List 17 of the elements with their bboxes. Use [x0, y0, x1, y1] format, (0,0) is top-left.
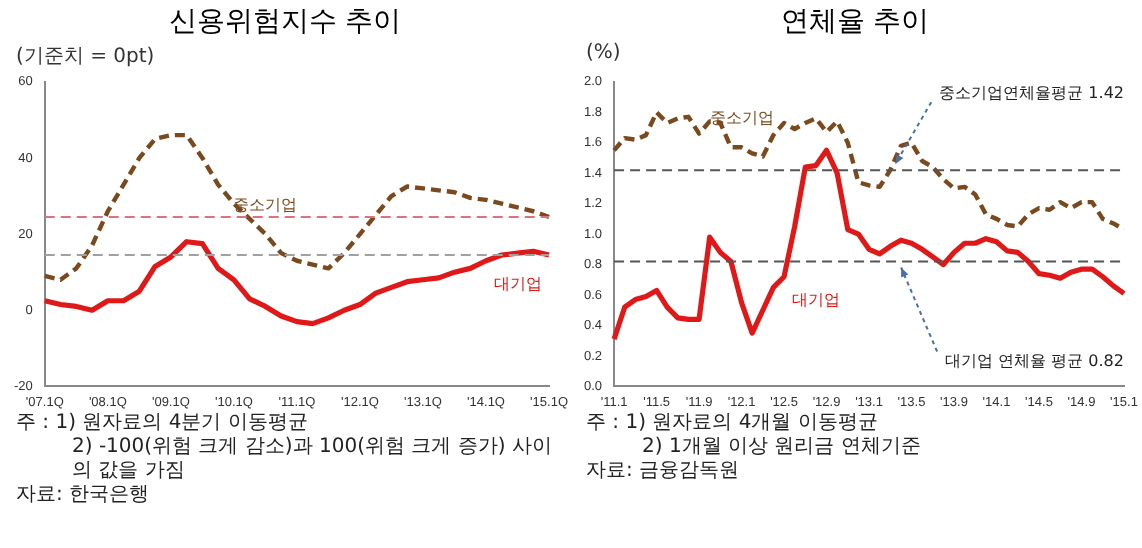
text: 자료: 금융감독원 — [586, 460, 742, 484]
ref-line-label: 대기업 연체율 평균 0.82 — [945, 351, 1124, 370]
text: 주 : 1) 원자료의 4개월 이동평균 — [586, 412, 880, 436]
series-label: 대기업 — [494, 274, 543, 293]
text: 2) 1개월 이상 원리금 연체기준 — [640, 436, 923, 460]
line-series — [611, 110, 1127, 232]
y-axis-title: (%) — [584, 42, 623, 68]
series-label: 중소기업 — [709, 109, 774, 128]
text: 주 : 1) 원자료의 4분기 이동평균 — [16, 412, 310, 436]
series-label: 대기업 — [792, 290, 841, 309]
y-axis-title: (기준치 = 0pt) — [14, 44, 157, 68]
text: 자료: 한국은행 — [16, 484, 152, 508]
series-label: 중소기업 — [233, 196, 298, 215]
chart-title: 연체율 추이 — [778, 4, 932, 42]
text: 2) -100(위험 크게 감소)과 100(위험 크게 증가) 사이의 값을 가짐 — [70, 436, 554, 484]
chart-title: 신용위험지수 추이 — [166, 4, 404, 42]
ref-line-label: 중소기업연체율평균 1.42 — [939, 84, 1124, 103]
